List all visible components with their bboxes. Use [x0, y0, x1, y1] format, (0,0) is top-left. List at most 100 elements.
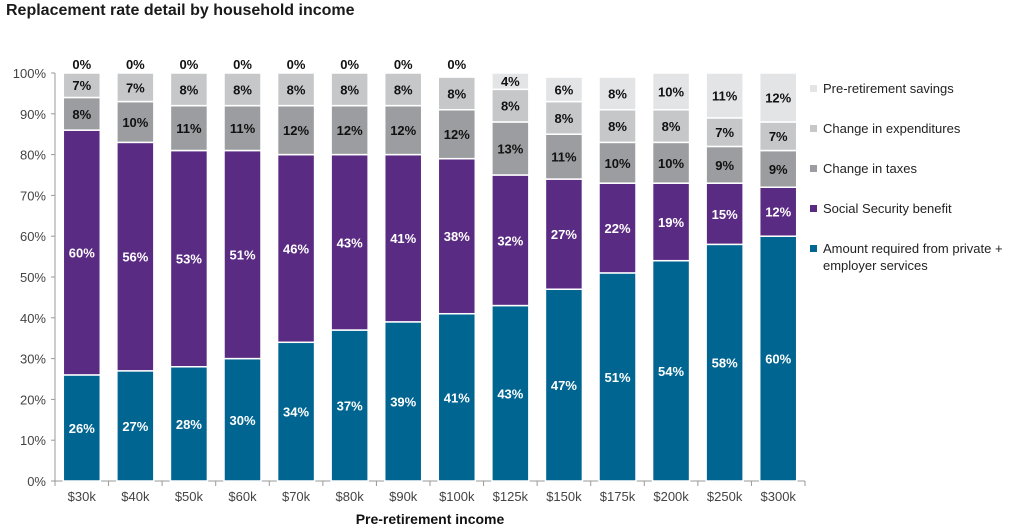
data-label: 38% — [444, 229, 470, 244]
bar-segment — [491, 72, 530, 91]
data-label: 12% — [337, 123, 363, 138]
bar-segment — [276, 104, 316, 156]
data-label: 30% — [229, 413, 255, 428]
bar-segment — [705, 243, 744, 482]
data-label: 9% — [769, 162, 788, 177]
bar-segment — [276, 72, 316, 107]
bar-segment — [598, 182, 637, 274]
data-label: 8% — [180, 82, 199, 97]
data-label: 27% — [551, 227, 577, 242]
x-tick-label: $30k — [68, 489, 97, 504]
y-tick-label: 0% — [27, 474, 46, 489]
data-label: 60% — [69, 246, 95, 261]
bar-segment — [223, 104, 262, 152]
bar-segment — [651, 182, 691, 262]
bar-segment — [437, 157, 477, 315]
data-label: 10% — [122, 115, 148, 130]
bar-segment — [598, 272, 637, 482]
data-label: 10% — [658, 156, 684, 171]
legend-swatch-icon — [810, 205, 817, 212]
data-label: 8% — [340, 82, 359, 97]
data-label: 7% — [126, 80, 145, 95]
bar-segment — [330, 72, 369, 107]
bar-segment — [598, 76, 637, 111]
bar-segment — [598, 141, 637, 184]
data-label: 0% — [180, 57, 199, 72]
bar-segment — [544, 76, 584, 103]
bar-segment — [544, 288, 584, 482]
data-label: 43% — [497, 386, 523, 401]
data-label: 19% — [658, 215, 684, 230]
bar-segment — [651, 72, 691, 111]
y-tick-label: 100% — [13, 66, 47, 81]
data-label: 28% — [176, 417, 202, 432]
bar-segment — [116, 72, 155, 103]
data-label: 32% — [497, 233, 523, 248]
data-label: 0% — [233, 57, 252, 72]
chart-title: Replacement rate detail by household inc… — [6, 2, 355, 19]
x-tick-label: $300k — [761, 489, 797, 504]
bar-segment — [383, 321, 423, 482]
bar-segment — [758, 149, 798, 188]
legend-label: Change in expenditures — [823, 121, 961, 136]
bar-segment — [544, 178, 584, 290]
data-label: 10% — [658, 84, 684, 99]
bar-segment — [705, 145, 744, 184]
x-tick-label: $90k — [389, 489, 418, 504]
legend-label: Change in taxes — [823, 161, 917, 176]
y-tick-label: 90% — [20, 107, 46, 122]
data-label: 22% — [604, 221, 630, 236]
data-label: 0% — [447, 57, 466, 72]
data-label: 12% — [390, 123, 416, 138]
data-label: 15% — [712, 207, 738, 222]
data-label: 37% — [337, 399, 363, 414]
legend-swatch-icon — [810, 125, 817, 132]
data-label: 8% — [72, 107, 91, 122]
legend-label: Amount required from private + employer … — [823, 241, 1003, 273]
x-tick-label: $70k — [282, 489, 311, 504]
data-label: 43% — [337, 235, 363, 250]
data-label: 7% — [715, 125, 734, 140]
x-tick-label: $175k — [600, 489, 636, 504]
data-label: 11% — [551, 150, 577, 165]
bar-segment — [116, 141, 155, 372]
bar-segment — [437, 108, 477, 160]
y-tick-label: 30% — [20, 352, 46, 367]
legend-label: Social Security benefit — [823, 201, 952, 216]
bar-segment — [62, 72, 102, 99]
bar-segment — [276, 153, 316, 344]
y-tick-label: 60% — [20, 229, 46, 244]
bar-segment — [116, 100, 155, 144]
x-tick-label: $100k — [439, 489, 475, 504]
data-label: 8% — [394, 82, 413, 97]
legend-item: Change in expenditures — [810, 120, 1024, 160]
data-label: 9% — [715, 158, 734, 173]
bar-segment — [705, 117, 744, 148]
data-label: 7% — [72, 78, 91, 93]
data-label: 34% — [283, 405, 309, 420]
bar-segment — [330, 153, 369, 331]
bar-segment — [705, 72, 744, 119]
y-tick-label: 20% — [20, 392, 46, 407]
legend-item: Change in taxes — [810, 160, 1024, 200]
legend-item: Amount required from private + employer … — [810, 240, 1024, 280]
bar-segment — [437, 76, 477, 111]
data-label: 0% — [126, 57, 145, 72]
bar-segment — [223, 72, 262, 107]
data-label: 13% — [497, 141, 523, 156]
x-axis-title: Pre-retirement income — [356, 511, 505, 527]
data-label: 39% — [390, 394, 416, 409]
bar-segment — [116, 370, 155, 482]
data-label: 47% — [551, 378, 577, 393]
y-tick-label: 50% — [20, 270, 46, 285]
x-tick-label: $40k — [121, 489, 150, 504]
x-tick-label: $80k — [336, 489, 365, 504]
bar-segment — [651, 259, 691, 482]
bar-segment — [544, 100, 584, 135]
data-label: 12% — [765, 205, 791, 220]
x-tick-label: $200k — [653, 489, 689, 504]
data-label: 10% — [604, 156, 630, 171]
data-label: 60% — [765, 352, 791, 367]
bar-segment — [223, 149, 262, 360]
data-label: 26% — [69, 421, 95, 436]
